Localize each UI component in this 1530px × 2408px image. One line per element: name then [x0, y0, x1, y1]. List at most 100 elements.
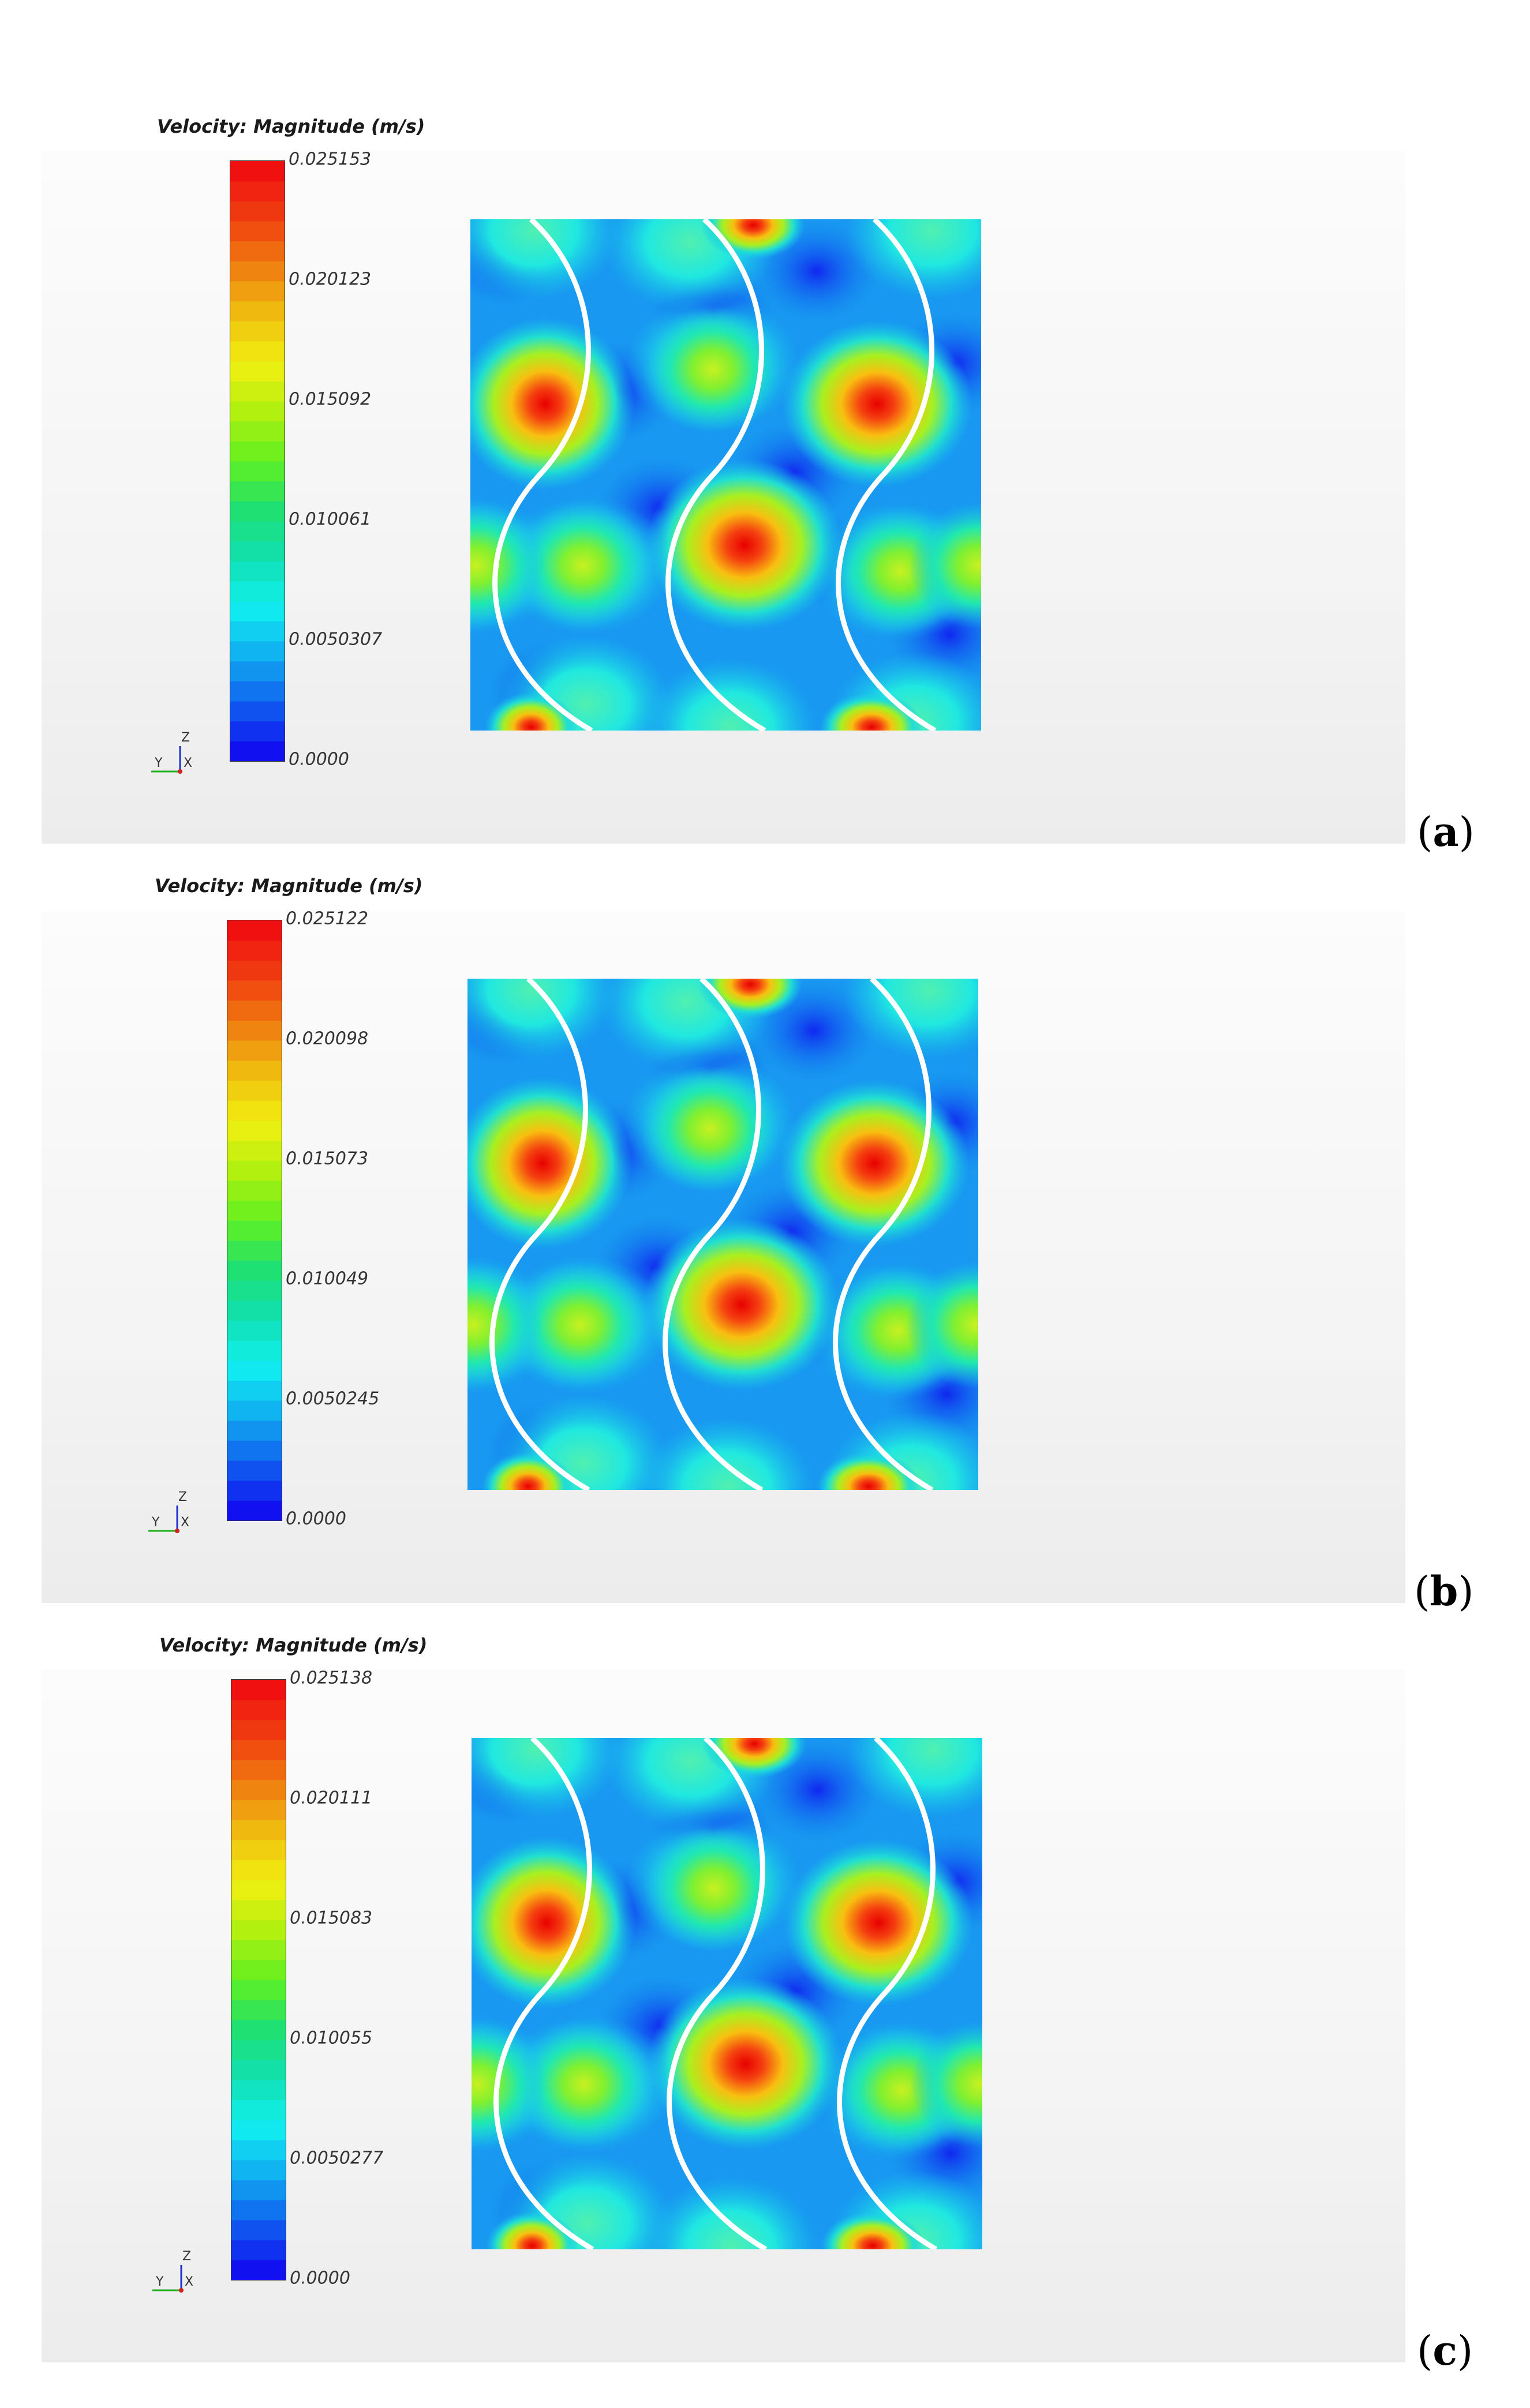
colorbar-swatch [231, 1920, 286, 1941]
colorbar-swatch [227, 1400, 282, 1421]
colorbar [230, 160, 285, 762]
colorbar-swatch [227, 960, 282, 981]
colorbar-swatch [230, 161, 285, 182]
colorbar-tick: 0.025122 [286, 908, 369, 929]
colorbar-swatch [231, 1720, 286, 1740]
colorbar-swatch [231, 1840, 286, 1860]
colorbar-swatch [227, 1120, 282, 1141]
colorbar-swatch [227, 1260, 282, 1281]
warm-velocity-region [515, 2021, 653, 2148]
axis-triad-icon: Z Y X [144, 724, 196, 776]
colorbar-swatch [227, 1100, 282, 1121]
velocity-contour-plot [470, 219, 981, 731]
channel-wall [493, 1738, 594, 2249]
colorbar-swatch [230, 221, 285, 242]
colorbar-tick: 0.0000 [289, 749, 349, 770]
colorbar-swatch [231, 2179, 286, 2200]
colorbar-swatch [227, 1180, 282, 1201]
colorbar-tick: 0.020111 [290, 1788, 373, 1808]
channel-wall [663, 979, 764, 1490]
colorbar-swatch [231, 1819, 286, 1840]
colorbar-tick: 0.0000 [286, 1508, 346, 1529]
colorbar-tick: 0.010049 [286, 1268, 369, 1289]
colorbar-swatch [231, 1780, 286, 1800]
mid-velocity-region [467, 979, 618, 1059]
colorbar-tick: 0.015073 [286, 1148, 369, 1169]
colorbar-swatch [230, 741, 285, 761]
warm-velocity-region [472, 2021, 547, 2148]
warm-velocity-region [641, 1065, 779, 1192]
contour-svg [470, 219, 981, 731]
mid-velocity-region [645, 2177, 818, 2249]
z-axis-label: Z [182, 2249, 191, 2264]
colorbar-swatch [230, 661, 285, 681]
colorbar-tick: 0.015092 [289, 389, 372, 410]
colorbar-swatch [230, 701, 285, 722]
colorbar-swatch [231, 1759, 286, 1780]
mid-velocity-region [843, 979, 978, 1059]
colorbar-swatch [227, 1420, 282, 1441]
colorbar [231, 1679, 286, 2280]
colorbar-swatch [227, 1080, 282, 1101]
colorbar-swatch [231, 2220, 286, 2241]
colorbar-swatch [230, 321, 285, 342]
colorbar-swatch [227, 1040, 282, 1061]
mid-velocity-region [644, 658, 817, 731]
colorbar-tick: 0.0050277 [290, 2148, 384, 2169]
x-axis-dot [175, 1529, 179, 1533]
velocity-contour-plot [467, 979, 978, 1490]
colorbar-swatch [227, 1480, 282, 1501]
colorbar-swatch [227, 1240, 282, 1261]
mid-velocity-region [846, 219, 981, 300]
contour-svg [467, 979, 978, 1490]
colorbar-swatch [227, 1280, 282, 1301]
high-velocity-core [644, 1218, 840, 1391]
colorbar-swatch [230, 601, 285, 621]
colorbar-swatch [227, 1200, 282, 1221]
x-axis-label: X [184, 756, 192, 770]
colorbar-tick: 0.0050245 [286, 1388, 380, 1409]
colorbar-swatch [230, 521, 285, 542]
axis-triad-icon: Z Y X [141, 1484, 193, 1536]
colorbar-swatch [231, 1740, 286, 1761]
colorbar-swatches [231, 1680, 286, 2280]
axis-triad-svg: Z Y X [148, 1490, 189, 1533]
colorbar-swatch [230, 681, 285, 702]
colorbar-swatch [231, 1860, 286, 1881]
high-velocity-core [472, 1836, 636, 2009]
channel-wall [836, 219, 937, 731]
colorbar-swatch [230, 441, 285, 462]
colorbar-swatch [231, 1980, 286, 2001]
colorbar-swatch [231, 2080, 286, 2100]
velocity-contour-plot [472, 1738, 982, 2249]
colorbar-swatch [230, 421, 285, 441]
high-velocity-core [467, 1077, 632, 1250]
mid-velocity-region [641, 1417, 814, 1490]
colorbar-swatch [227, 1220, 282, 1241]
warm-velocity-region [910, 2021, 982, 2148]
colorbar-swatch [227, 1060, 282, 1081]
colorbar-swatch [231, 1879, 286, 1900]
z-axis-label: Z [181, 731, 190, 745]
warm-velocity-region [909, 502, 981, 629]
colorbar-swatch [230, 461, 285, 482]
colorbar-swatch [230, 261, 285, 282]
panel-b: Velocity: Magnitude (m/s) 0.025122 0.020… [0, 759, 1530, 1615]
colorbar-swatch [230, 721, 285, 742]
colorbar-swatch [231, 1999, 286, 2020]
channel-wall [489, 979, 590, 1490]
colorbar-swatch [230, 401, 285, 422]
x-axis-dot [178, 769, 182, 774]
colorbar-tick: 0.025153 [289, 149, 372, 170]
colorbar [227, 920, 282, 1521]
colorbar-swatch [230, 621, 285, 642]
colorbar-title: Velocity: Magnitude (m/s) [159, 1634, 428, 1656]
channel-wall [837, 1738, 938, 2249]
colorbar-swatch [230, 341, 285, 362]
colorbar-swatch [230, 581, 285, 602]
panel-a: Velocity: Magnitude (m/s) 0.025153 0.020… [0, 0, 1530, 856]
mid-velocity-region [472, 1738, 622, 1819]
colorbar-swatch [227, 980, 282, 1001]
colorbar-swatch [231, 1800, 286, 1821]
mid-velocity-region [847, 1738, 982, 1819]
